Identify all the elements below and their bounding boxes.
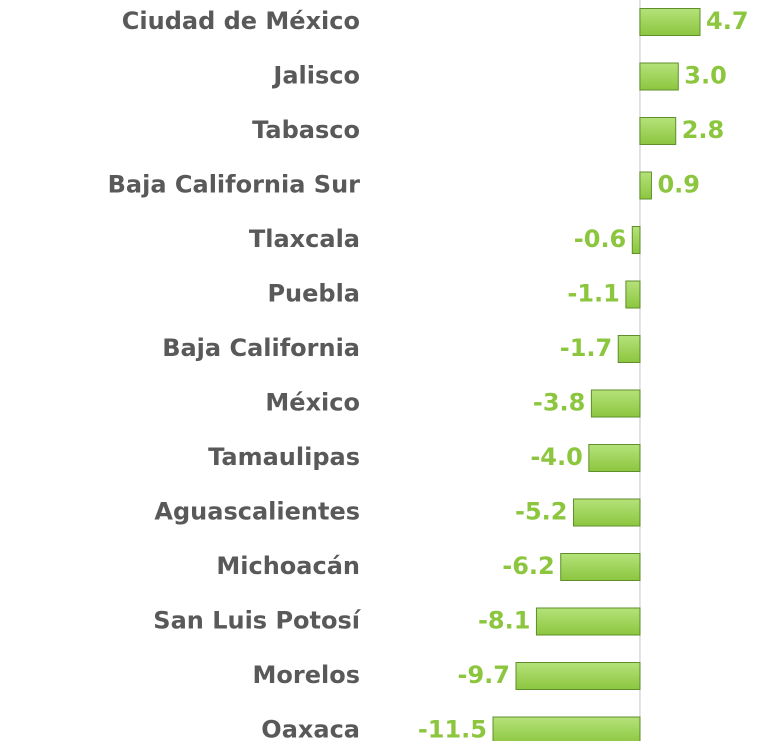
bar bbox=[535, 607, 641, 636]
category-label: Baja California bbox=[162, 334, 360, 362]
value-label: -1.1 bbox=[567, 280, 619, 308]
bar bbox=[625, 280, 641, 309]
category-label: México bbox=[265, 389, 360, 417]
bar bbox=[631, 226, 641, 254]
value-label: 4.7 bbox=[706, 7, 749, 35]
value-label: -4.0 bbox=[530, 443, 582, 471]
value-label: -9.7 bbox=[458, 661, 510, 689]
bar bbox=[617, 335, 641, 363]
value-label: -11.5 bbox=[418, 716, 487, 741]
category-label: Tamaulipas bbox=[208, 443, 360, 471]
value-label: 2.8 bbox=[682, 116, 725, 144]
category-label: Ciudad de México bbox=[122, 7, 360, 35]
bar bbox=[515, 662, 641, 690]
value-label: 3.0 bbox=[684, 62, 727, 90]
bar bbox=[639, 8, 701, 36]
category-label: Michoacán bbox=[216, 552, 360, 580]
bar bbox=[639, 171, 652, 200]
bar bbox=[639, 117, 677, 145]
bar bbox=[560, 553, 641, 581]
value-label: -6.2 bbox=[502, 552, 554, 580]
bar bbox=[590, 389, 641, 418]
value-label: -1.7 bbox=[560, 334, 612, 362]
category-label: Morelos bbox=[253, 661, 360, 689]
category-label: Puebla bbox=[267, 280, 360, 308]
value-label: -0.6 bbox=[574, 225, 626, 253]
value-label: 0.9 bbox=[657, 171, 700, 199]
category-label: Aguascalientes bbox=[154, 498, 360, 526]
category-label: Tlaxcala bbox=[249, 225, 360, 253]
value-label: -3.8 bbox=[533, 389, 585, 417]
value-label: -8.1 bbox=[478, 607, 530, 635]
bar bbox=[492, 716, 641, 741]
category-label: Jalisco bbox=[271, 62, 360, 90]
bar bbox=[588, 444, 641, 472]
bar bbox=[639, 62, 679, 91]
category-label: Oaxaca bbox=[261, 716, 360, 741]
value-label: -5.2 bbox=[515, 498, 567, 526]
category-label: Tabasco bbox=[252, 116, 360, 144]
bar bbox=[573, 498, 641, 527]
category-label: Baja California Sur bbox=[108, 171, 361, 199]
category-label: San Luis Potosí bbox=[153, 607, 361, 635]
